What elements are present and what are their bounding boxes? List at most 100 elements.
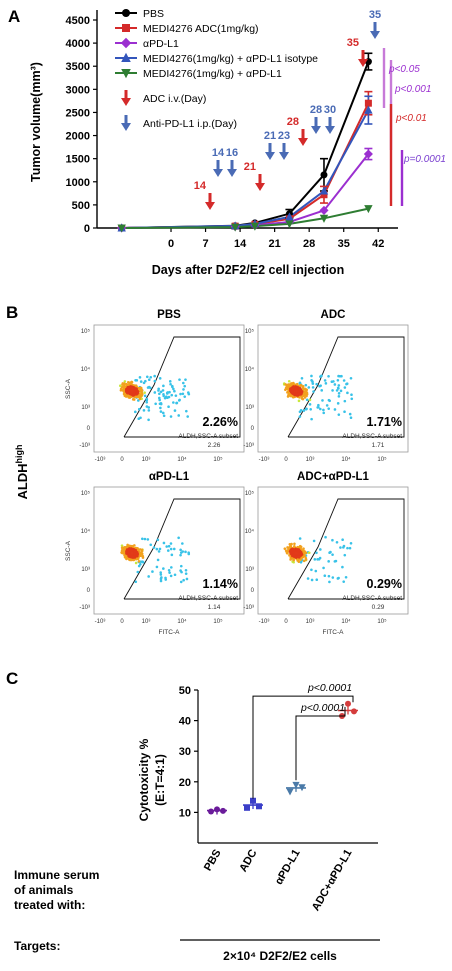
c-y-tick-label: 40 (179, 716, 191, 728)
b-event-dot (343, 553, 347, 557)
b-event-dot (304, 387, 307, 391)
b-event-dot (321, 399, 324, 402)
c-data-point (214, 806, 220, 813)
b-event-dot (167, 568, 171, 572)
c-data-point (208, 808, 214, 815)
b-event-dot (338, 374, 342, 378)
b-event-dot (147, 418, 150, 422)
down-arrow-icon (227, 169, 237, 177)
b-event-dot (147, 378, 151, 382)
a-legend-extra-label: Anti-PD-L1 i.p.(Day) (143, 118, 237, 130)
b-event-dot (342, 580, 346, 583)
b-y-tick-label: 10³ (245, 405, 254, 411)
down-arrow-icon (298, 138, 308, 146)
b-y-tick-label: 10⁴ (81, 366, 91, 373)
b-event-dot (304, 407, 308, 411)
b-event-dot (177, 414, 181, 417)
b-event-dot (310, 417, 313, 421)
a-antipdl1-day-label: 23 (278, 130, 290, 142)
a-pvalue-label: p=0.0001 (403, 154, 446, 165)
c-category-label: ADC+αPD-L1 (310, 848, 355, 914)
b-event-dot (302, 547, 305, 550)
a-x-tick-label: 35 (338, 238, 350, 250)
b-gate-outline (123, 498, 241, 600)
b-event-dot (336, 402, 340, 405)
b-plot: ADC 1.71% ALDH,SSC-A subset 1.71 10⁵ 10⁴ 10³ 0 -… (243, 309, 409, 463)
b-event-dot (315, 551, 318, 555)
b-y-tick-label: 10⁵ (81, 328, 91, 335)
b-event-dot (143, 391, 146, 394)
b-event-dot (337, 392, 341, 395)
down-arrow-icon (279, 152, 289, 160)
b-x-tick-label: 10⁵ (213, 456, 223, 463)
a-data-point (363, 149, 373, 159)
flow-cytometry-panel: ALDHhigh PBS 2.26% ALDH,SSC-A subset 2.26 10… (14, 309, 409, 636)
a-pvalue-label: p<0.001 (394, 84, 431, 95)
b-event-dot (159, 402, 163, 406)
a-data-point (230, 223, 240, 232)
b-event-dot (139, 562, 142, 566)
b-event-dot (146, 538, 150, 541)
b-gate-outline (287, 336, 405, 438)
b-event-dot (156, 538, 160, 542)
b-event-dot (324, 382, 328, 385)
b-y-tick-label: 10⁴ (245, 366, 255, 373)
b-event-dot (167, 395, 171, 399)
b-event-dot (313, 558, 317, 561)
b-event-dot (169, 382, 172, 386)
b-y-tick-label: -10³ (79, 605, 90, 611)
b-event-dot (293, 542, 296, 546)
b-event-dot (158, 547, 162, 551)
b-event-dot (157, 550, 161, 553)
a-y-tick-label: 500 (72, 200, 90, 212)
b-event-dot (315, 382, 318, 386)
b-plot-frame (257, 486, 409, 615)
b-event-dot (310, 578, 314, 582)
c-pvalue-label: p<0.0001 (307, 682, 352, 694)
c-data-point (298, 784, 306, 792)
b-y-tick-label: -10³ (243, 443, 254, 449)
b-event-dot (333, 383, 337, 386)
a-y-tick-label: 0 (84, 223, 90, 235)
a-data-point (285, 212, 294, 221)
b-y-axis-label: SSC-A (65, 540, 72, 561)
b-event-dot (295, 389, 298, 393)
a-adc-day-label: 14 (194, 180, 207, 192)
c-category-label: PBS (202, 848, 224, 874)
b-event-dot (335, 541, 339, 544)
down-arrow-icon (213, 169, 223, 177)
cytotoxicity-chart: 10 20 30 40 50 Cytotoxicity % (E:T=4:1) p<0.… (14, 682, 380, 963)
b-event-dot (184, 378, 187, 381)
b-event-dot (320, 374, 323, 377)
c-comparison-bracket (252, 695, 354, 799)
b-event-dot (325, 404, 329, 407)
b-event-dot (155, 565, 159, 569)
a-y-tick-label: 4500 (66, 15, 90, 27)
b-event-dot (138, 548, 142, 551)
b-percent-label: 2.26% (203, 415, 238, 429)
b-y-tick-label: 10³ (245, 567, 254, 573)
b-event-dot (122, 383, 126, 386)
b-event-dot (165, 545, 169, 548)
b-event-dot (177, 536, 180, 540)
b-event-dot (149, 375, 153, 379)
b-event-dot (343, 386, 347, 389)
b-event-dot (336, 378, 340, 382)
a-y-tick-label: 2500 (66, 107, 90, 119)
b-event-dot (172, 387, 175, 391)
b-event-dot (306, 577, 310, 580)
c-targets-label: Targets: (14, 939, 60, 953)
down-arrow-icon (325, 126, 335, 134)
b-event-dot (168, 380, 172, 383)
b-event-dot (145, 375, 149, 379)
b-event-dot (159, 579, 163, 583)
b-x-tick-label: 10³ (306, 619, 315, 625)
a-legend-marker (121, 69, 131, 79)
b-event-dot (298, 537, 302, 540)
a-antipdl1-day-label: 35 (369, 9, 381, 21)
b-gate-outline (123, 336, 241, 438)
b-y-tick-label: 10³ (81, 567, 90, 573)
a-data-point (364, 105, 373, 114)
a-x-label: Days after D2F2/E2 cell injection (152, 263, 344, 277)
